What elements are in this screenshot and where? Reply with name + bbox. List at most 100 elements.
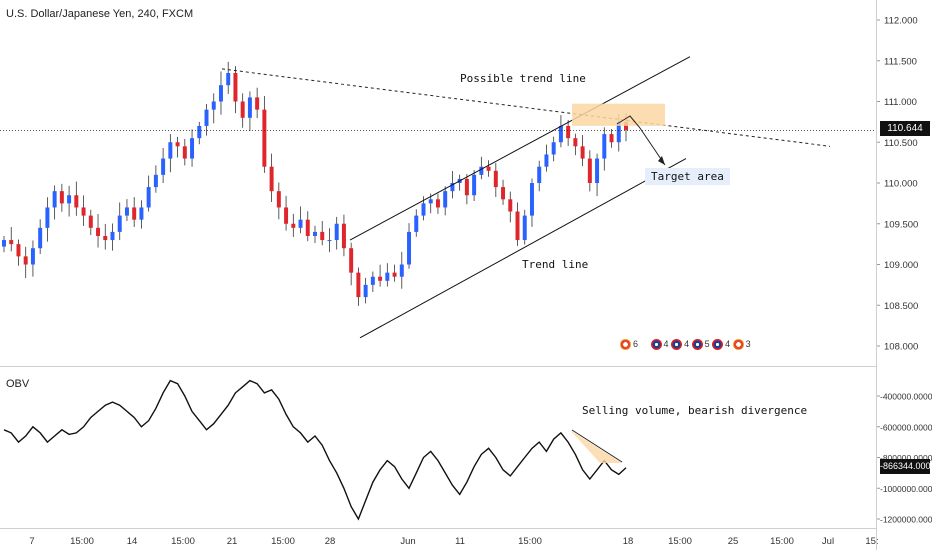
- us-flag-icon[interactable]: [650, 339, 662, 351]
- current-price-label: 110.644: [880, 121, 930, 136]
- time-tick-label: 15:00: [518, 536, 542, 547]
- obv-tick-label: -1200000.0000: [880, 515, 932, 525]
- candle-body: [218, 85, 223, 102]
- price-tick-label: 108.000: [884, 342, 918, 353]
- candle-body: [168, 142, 173, 159]
- candle-body: [624, 121, 628, 131]
- event-count: 4: [684, 339, 690, 349]
- candle-body: [443, 191, 448, 208]
- candle-body: [522, 215, 527, 241]
- candle-body: [38, 227, 43, 249]
- candle-body: [566, 125, 571, 139]
- event-count: 5: [704, 339, 710, 349]
- obv-tick-label: -400000.0000: [880, 392, 932, 402]
- price-tick-label: 108.500: [884, 301, 918, 312]
- projection-arrow-head: [658, 156, 665, 165]
- time-tick-label: 15:00: [271, 536, 295, 547]
- candle-body: [479, 166, 484, 175]
- obv-tick-label: -800000.0000: [880, 453, 932, 463]
- target-area-label: Target area: [645, 168, 730, 185]
- candle-body: [435, 199, 440, 208]
- time-tick-label: 7: [29, 536, 34, 547]
- candle-body: [284, 207, 289, 224]
- candle-body: [320, 231, 325, 241]
- candle-body: [370, 276, 375, 285]
- candle-body: [558, 125, 563, 143]
- candle-body: [450, 183, 455, 192]
- price-tick-label: 110.000: [884, 179, 918, 190]
- candle-body: [103, 235, 108, 241]
- time-tick-label: 21: [227, 536, 238, 547]
- candle-body: [233, 72, 238, 102]
- time-tick-label: 11: [455, 536, 465, 547]
- price-tick-label: 109.000: [884, 260, 918, 271]
- candle-body: [9, 240, 14, 245]
- candle-body: [139, 207, 144, 220]
- candle-body: [182, 146, 187, 159]
- symbol-title: U.S. Dollar/Japanese Yen, 240, FXCM: [6, 8, 194, 20]
- candle-body: [96, 227, 101, 236]
- time-tick-label: 15:00: [171, 536, 195, 547]
- candle-body: [153, 174, 158, 188]
- candle-body: [587, 158, 592, 183]
- event-marker-icon[interactable]: [620, 339, 631, 351]
- candle-body: [161, 158, 166, 175]
- candle-body: [110, 231, 115, 241]
- candle-body: [45, 207, 50, 228]
- event-count: 3: [745, 339, 751, 349]
- price-tick-label: 111.500: [884, 56, 917, 67]
- projection-arrow: [616, 115, 666, 166]
- candle-body: [124, 207, 129, 216]
- candle-body: [392, 272, 397, 277]
- time-tick-label: 15:00: [668, 536, 692, 547]
- candle-body: [276, 191, 281, 208]
- obv-tick-label: -1000000.0000: [880, 484, 932, 494]
- time-tick-label: 14: [127, 536, 138, 547]
- candle-body: [52, 191, 57, 208]
- candle-body: [421, 203, 426, 216]
- candle-body: [537, 166, 542, 183]
- candle-body: [255, 97, 260, 110]
- obv-divergence-label: Selling volume, bearish divergence: [582, 404, 808, 417]
- event-count: 4: [663, 339, 669, 349]
- candle-body: [464, 178, 469, 196]
- candle-body: [349, 248, 354, 273]
- candle-body: [602, 134, 607, 159]
- candle-body: [146, 187, 151, 208]
- price-tick-label: 112.000: [884, 16, 918, 27]
- candle-body: [428, 199, 433, 204]
- time-tick-label: 15:: [865, 536, 878, 547]
- economic-event-markers[interactable]: 6 4 4 5 4 3: [620, 339, 751, 351]
- candle-body: [88, 215, 93, 228]
- possible-trend-line: [221, 68, 831, 147]
- candle-body: [399, 264, 404, 277]
- event-count: 6: [633, 339, 639, 349]
- candle-body: [211, 101, 216, 110]
- candle-body: [197, 125, 202, 139]
- candle-body: [356, 272, 361, 298]
- event-marker-icon[interactable]: [732, 339, 744, 351]
- candle-body: [23, 256, 28, 265]
- time-tick-label: Jun: [400, 536, 415, 547]
- pane-divider[interactable]: [0, 366, 876, 367]
- us-flag-icon[interactable]: [712, 339, 724, 351]
- candle-body: [414, 215, 419, 232]
- candle-body: [327, 240, 332, 242]
- candle-body: [508, 199, 513, 212]
- possible-trend-line-label: Possible trend line: [460, 72, 586, 85]
- us-flag-icon[interactable]: [691, 339, 703, 351]
- candle-body: [298, 219, 303, 228]
- candle-body: [515, 211, 520, 241]
- time-tick-label: 15:00: [770, 536, 794, 547]
- candle-body: [262, 109, 267, 167]
- candle-body: [544, 154, 549, 167]
- trend-line-lower: [359, 158, 687, 339]
- us-flag-icon[interactable]: [671, 339, 683, 351]
- candle-body: [385, 272, 390, 281]
- time-axis-line: [0, 528, 876, 529]
- candle-body: [551, 142, 556, 155]
- candle-body: [190, 138, 195, 159]
- candle-body: [305, 219, 310, 236]
